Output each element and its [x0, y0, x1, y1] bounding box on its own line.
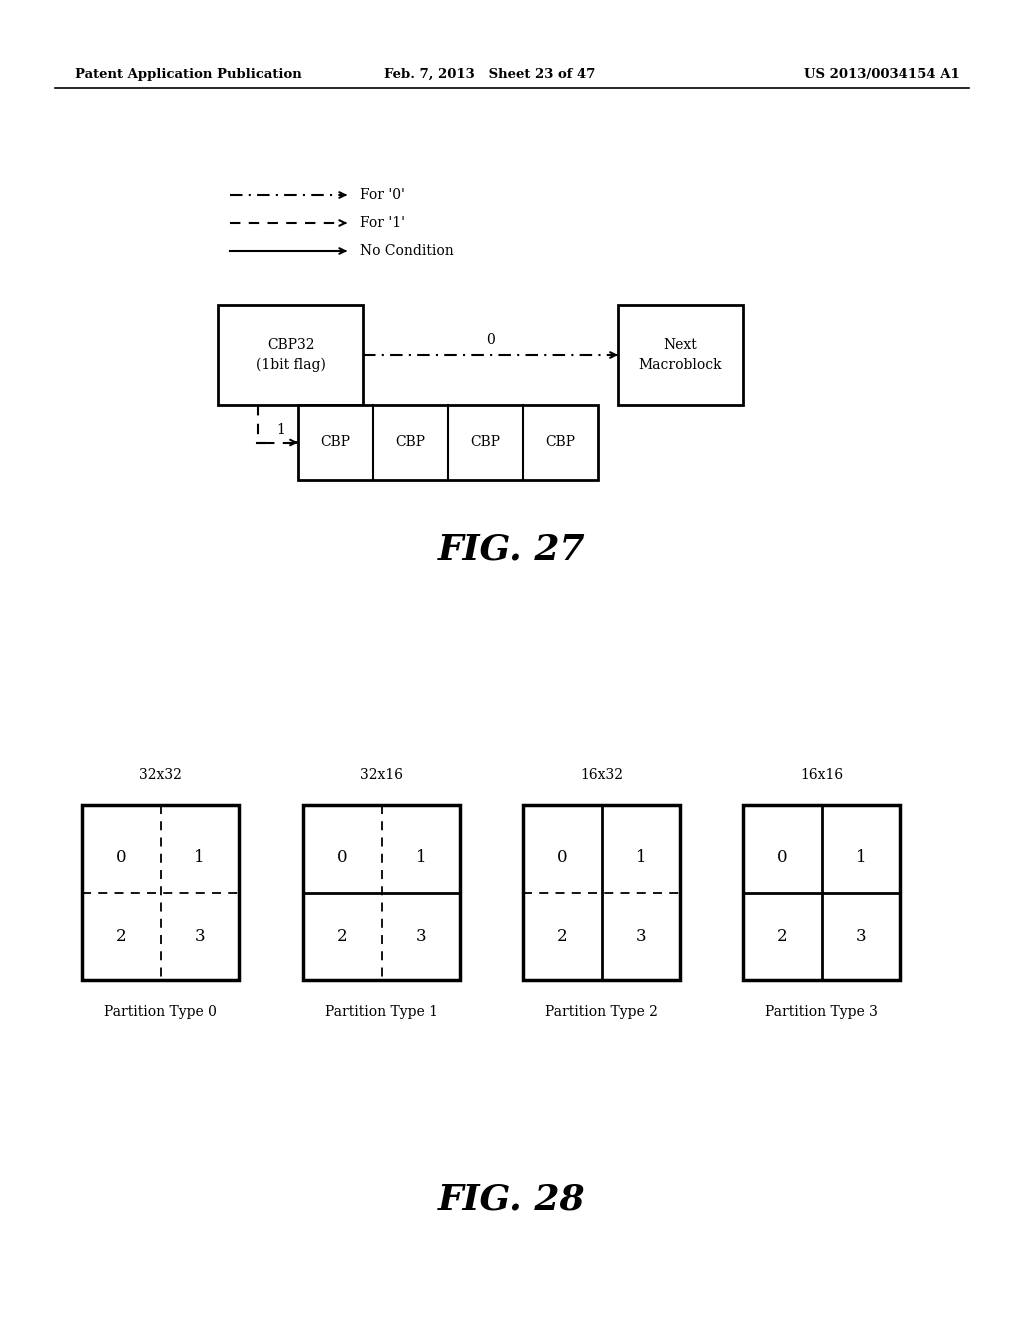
- Text: 16x32: 16x32: [580, 768, 623, 781]
- Text: 1: 1: [276, 424, 285, 437]
- Bar: [523, 805, 680, 979]
- Text: CBP: CBP: [546, 436, 575, 450]
- Text: 2: 2: [557, 928, 567, 945]
- Text: Next
Macroblock: Next Macroblock: [639, 338, 722, 372]
- Text: 32x32: 32x32: [139, 768, 182, 781]
- Text: 3: 3: [195, 928, 205, 945]
- Text: Patent Application Publication: Patent Application Publication: [75, 69, 302, 81]
- Bar: [298, 405, 598, 480]
- Text: 0: 0: [116, 849, 127, 866]
- Text: 1: 1: [416, 849, 426, 866]
- Text: Partition Type 0: Partition Type 0: [104, 1005, 217, 1019]
- Text: US 2013/0034154 A1: US 2013/0034154 A1: [804, 69, 961, 81]
- Text: No Condition: No Condition: [360, 244, 454, 257]
- Text: 0: 0: [777, 849, 787, 866]
- Text: 3: 3: [855, 928, 866, 945]
- Text: Partition Type 3: Partition Type 3: [765, 1005, 878, 1019]
- Text: 2: 2: [337, 928, 347, 945]
- Text: For '0': For '0': [360, 187, 404, 202]
- Text: CBP: CBP: [321, 436, 350, 450]
- Text: 1: 1: [636, 849, 646, 866]
- Text: CBP32
(1bit flag): CBP32 (1bit flag): [256, 338, 326, 372]
- Text: Feb. 7, 2013   Sheet 23 of 47: Feb. 7, 2013 Sheet 23 of 47: [384, 69, 596, 81]
- Text: 1: 1: [855, 849, 866, 866]
- Bar: [82, 805, 239, 979]
- Text: 2: 2: [777, 928, 787, 945]
- Text: 3: 3: [416, 928, 426, 945]
- Bar: [303, 805, 460, 979]
- Bar: [218, 305, 362, 405]
- Bar: [743, 805, 900, 979]
- Text: CBP: CBP: [470, 436, 501, 450]
- Text: 16x16: 16x16: [800, 768, 843, 781]
- Text: 0: 0: [486, 333, 495, 347]
- Text: 3: 3: [636, 928, 646, 945]
- Text: 1: 1: [195, 849, 205, 866]
- Text: FIG. 28: FIG. 28: [438, 1183, 586, 1217]
- Text: FIG. 27: FIG. 27: [438, 533, 586, 568]
- Text: 0: 0: [337, 849, 347, 866]
- Text: For '1': For '1': [360, 216, 406, 230]
- Bar: [618, 305, 743, 405]
- Text: Partition Type 1: Partition Type 1: [325, 1005, 438, 1019]
- Text: 32x16: 32x16: [360, 768, 403, 781]
- Text: 2: 2: [116, 928, 127, 945]
- Text: 0: 0: [557, 849, 567, 866]
- Text: CBP: CBP: [395, 436, 426, 450]
- Text: Partition Type 2: Partition Type 2: [545, 1005, 658, 1019]
